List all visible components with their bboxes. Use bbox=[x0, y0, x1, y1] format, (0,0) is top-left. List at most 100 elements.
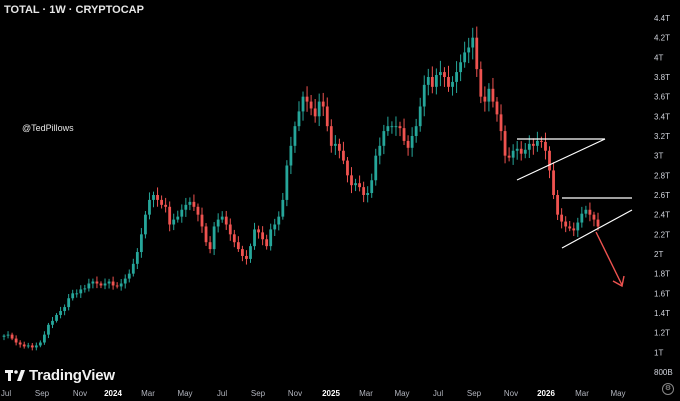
candle-body bbox=[523, 149, 527, 154]
candle-body bbox=[463, 52, 467, 63]
tradingview-logo: TradingView bbox=[5, 367, 115, 384]
candle-body bbox=[535, 140, 539, 146]
candle-body bbox=[184, 204, 188, 210]
candle-body bbox=[370, 180, 374, 194]
triangle-trendline[interactable] bbox=[561, 209, 633, 249]
candle-body bbox=[378, 145, 382, 156]
candle-body bbox=[245, 255, 248, 259]
candle-body bbox=[63, 307, 67, 312]
triangle-trendline[interactable] bbox=[516, 138, 606, 181]
candle-body bbox=[333, 143, 337, 146]
y-tick-label: 2T bbox=[654, 250, 663, 259]
candle-body bbox=[479, 69, 483, 97]
candle-body bbox=[164, 204, 168, 207]
candle-body bbox=[18, 342, 22, 345]
candle-body bbox=[531, 143, 535, 146]
y-tick-label: 1.4T bbox=[654, 309, 670, 318]
candle-body bbox=[309, 101, 313, 109]
y-tick-label: 1.8T bbox=[654, 270, 670, 279]
candle-body bbox=[168, 206, 172, 225]
candle-body bbox=[434, 75, 438, 87]
candle-body bbox=[358, 183, 361, 188]
y-tick-label: 2.4T bbox=[654, 211, 670, 220]
candle-body bbox=[204, 226, 208, 243]
candle-body bbox=[220, 216, 224, 220]
candle-body bbox=[390, 126, 394, 128]
candle-body bbox=[139, 234, 143, 253]
x-tick-label: Jul bbox=[1, 389, 11, 398]
candle-body bbox=[439, 72, 442, 76]
x-tick-label: 2024 bbox=[104, 389, 122, 398]
candle-body bbox=[265, 239, 269, 247]
candle-body bbox=[382, 131, 386, 146]
candle-body bbox=[75, 293, 79, 295]
y-tick-label: 2.2T bbox=[654, 230, 670, 239]
candle-body bbox=[224, 216, 228, 225]
candle-body bbox=[511, 150, 515, 158]
candle-body bbox=[6, 334, 10, 336]
candle-body bbox=[447, 77, 450, 87]
y-tick-label: 4.4T bbox=[654, 14, 670, 23]
candle-body bbox=[10, 334, 14, 339]
candle-body bbox=[47, 324, 50, 335]
candle-body bbox=[414, 126, 418, 136]
candle-body bbox=[257, 229, 260, 233]
candle-body bbox=[249, 246, 252, 259]
y-tick-label: 1T bbox=[654, 348, 663, 357]
candle-body bbox=[131, 263, 135, 274]
x-axis: Jul Sep Nov 2024 Mar May Jul Sep Nov 2025 Mar May Ju… bbox=[1, 389, 626, 398]
candle-body bbox=[67, 298, 71, 308]
breakdown-arrow[interactable] bbox=[595, 231, 623, 286]
candle-body bbox=[426, 77, 430, 85]
candle-body bbox=[398, 126, 402, 129]
symbol-header[interactable]: TOTAL · 1W · CRYPTOCAP bbox=[4, 4, 144, 16]
candle-body bbox=[430, 77, 434, 87]
settings-icon[interactable]: ⚙ bbox=[662, 383, 674, 395]
x-tick-label: Sep bbox=[35, 389, 50, 398]
candle-body bbox=[402, 128, 406, 141]
candle-body bbox=[386, 126, 390, 132]
candle-body bbox=[107, 281, 111, 284]
candle-body bbox=[148, 199, 151, 215]
candle-body bbox=[95, 281, 99, 284]
x-tick-label: May bbox=[610, 389, 625, 398]
candles bbox=[2, 26, 600, 351]
candle-body bbox=[216, 219, 220, 227]
candle-body bbox=[325, 106, 329, 127]
candle-body bbox=[55, 314, 58, 321]
candle-body bbox=[293, 126, 297, 146]
candle-body bbox=[192, 201, 196, 207]
candle-body bbox=[483, 96, 487, 102]
x-tick-label: Jul bbox=[433, 389, 443, 398]
candle-body bbox=[406, 140, 410, 148]
y-tick-label: 4.2T bbox=[654, 34, 670, 43]
candle-body bbox=[305, 96, 309, 102]
candle-body bbox=[91, 281, 95, 284]
candle-body bbox=[350, 175, 353, 186]
candle-body bbox=[156, 195, 159, 200]
tradingview-logo-icon bbox=[5, 369, 25, 381]
candle-body bbox=[471, 37, 475, 48]
candle-body bbox=[503, 131, 507, 156]
pattern-annotations bbox=[516, 138, 633, 288]
candle-body bbox=[111, 281, 115, 286]
candle-body bbox=[592, 214, 596, 220]
candle-body bbox=[99, 283, 103, 286]
candle-body bbox=[115, 285, 119, 287]
candle-body bbox=[208, 242, 212, 250]
candle-body bbox=[580, 213, 584, 223]
tradingview-brand: TradingView bbox=[29, 367, 115, 384]
candle-body bbox=[196, 206, 200, 215]
candle-body bbox=[103, 283, 107, 286]
candle-body bbox=[232, 234, 236, 243]
candle-body bbox=[83, 288, 87, 290]
candle-body bbox=[443, 72, 446, 77]
candle-body bbox=[317, 101, 321, 117]
y-axis: 4.4T 4.2T 4T 3.8T 3.6T 3.4T 3.2T 3T 2.8T 2.6T 2.4T… bbox=[654, 14, 673, 377]
x-tick-label: Mar bbox=[141, 389, 155, 398]
candle-body bbox=[564, 221, 568, 227]
candle-body bbox=[59, 311, 62, 315]
candle-body bbox=[273, 224, 277, 230]
candle-body bbox=[87, 283, 91, 289]
